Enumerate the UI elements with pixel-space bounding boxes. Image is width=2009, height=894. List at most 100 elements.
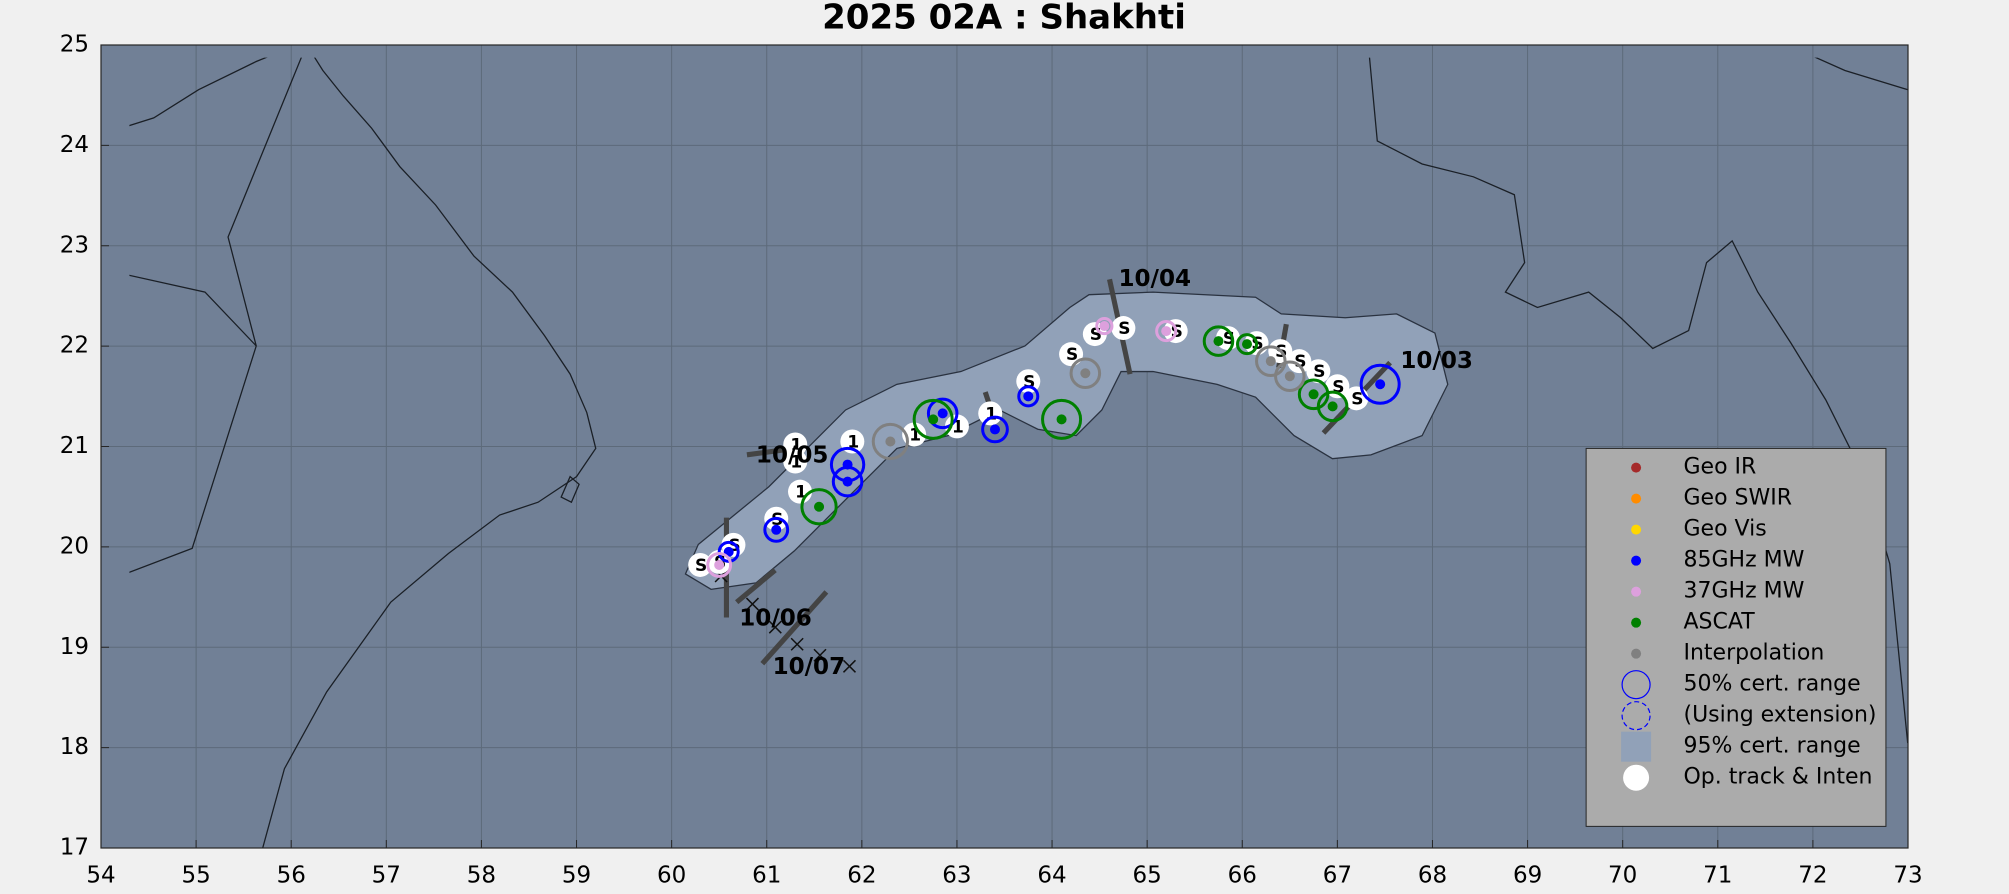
legend-marker [1631,555,1642,566]
x-tick-label: 72 [1798,863,1827,889]
x-tick-label: 73 [1893,863,1922,889]
legend-marker [1621,701,1651,731]
fix-point [1242,339,1253,350]
fix-point [771,524,782,535]
track-point [783,432,808,457]
legend: Geo IR Geo SWIR Geo Vis 85GHz MW 37GHz MW ASC… [1585,447,1887,827]
fix-point [1080,368,1091,379]
fix-point [928,414,939,425]
coast [1368,57,1909,744]
x-tick-label: 61 [752,863,781,889]
cert-ring [1202,325,1235,357]
fix-point [814,501,825,512]
intensity-label: S [1294,352,1306,372]
fix-point [1023,391,1034,402]
cert-ring [1255,345,1287,377]
legend-marker [1631,493,1642,504]
y-tick-label: 21 [60,433,89,459]
intensity-label: 1 [790,453,802,473]
legend-marker [1621,670,1651,700]
x-tick-label: 69 [1513,863,1542,889]
y-tick-label: 19 [60,634,89,660]
legend-marker [1631,648,1642,659]
cert-ring [800,488,838,526]
track-cross [842,659,857,673]
x-tick-label: 65 [1133,863,1162,889]
legend-box [1585,447,1887,827]
x-tick-label: 67 [1323,863,1352,889]
cert-ring [912,398,954,440]
track-cross [790,637,804,651]
track-point [1287,349,1312,374]
cert-ring [1274,360,1306,393]
x-tick-label: 68 [1418,863,1447,889]
date-label: 10/07 [773,654,846,680]
x-tick-label: 71 [1703,863,1732,889]
date-label: 10/06 [739,605,812,631]
legend-marker [1621,731,1652,762]
day-mark [760,590,829,666]
date-label: 10/05 [756,443,829,469]
cert-ring [1359,363,1401,405]
y-tick-label: 24 [60,132,89,158]
intensity-label: 1 [985,404,997,424]
y-tick-label: 22 [60,333,89,359]
fix-point [714,559,725,570]
track-point [978,401,1003,426]
x-tick-label: 59 [562,863,591,889]
legend-label: Geo SWIR [1683,486,1792,511]
x-tick-label: 55 [181,863,210,889]
legend-label: Geo Vis [1683,517,1766,542]
fix-point [989,424,1000,435]
legend-marker [1631,617,1642,628]
cert-ring [831,465,864,498]
cert-ring [1095,316,1114,336]
intensity-label: S [1313,362,1325,382]
island [560,475,580,504]
cert-ring [706,552,733,578]
cert-ring [1069,357,1102,389]
cert-ring [1316,390,1349,423]
border [129,57,302,573]
track-cross [813,648,827,662]
intensity-label: 1 [909,425,921,445]
date-label: 10/04 [1118,266,1191,292]
cert-ring [763,516,790,543]
y-tick-label: 23 [60,232,89,258]
y-tick-label: 18 [60,734,89,760]
legend-label: Interpolation [1683,641,1824,666]
legend-marker [1631,524,1642,535]
y-tick-label: 17 [60,835,89,861]
x-tick-label: 58 [467,863,496,889]
cert-ring [871,422,909,461]
legend-marker [1623,764,1650,791]
intensity-label: S [695,556,707,576]
legend-label: (Using extension) [1683,703,1876,728]
fix-point [1375,379,1386,390]
track-point [1306,359,1331,384]
fix-point [1213,336,1224,347]
fix-point [1161,326,1172,337]
legend-label: 50% cert. range [1683,672,1860,697]
legend-label: 95% cert. range [1683,734,1860,759]
fix-point [1284,371,1295,382]
border [1814,57,1908,91]
marks: SSSSSSSSSSSS1111111SSSS [688,316,1401,673]
legend-label: ASCAT [1683,610,1755,635]
x-tick-label: 60 [657,863,686,889]
cert-ring [981,415,1009,444]
intensity-label: 1 [847,432,859,452]
x-tick-label: 54 [86,863,115,889]
x-tick-label: 57 [372,863,401,889]
x-tick-label: 56 [277,863,306,889]
track-cross [768,620,782,634]
intensity-label: 1 [795,483,807,503]
legend-label: Geo IR [1683,455,1756,480]
cert-ring [1017,385,1040,408]
intensity-label: 1 [790,435,802,455]
annotations: 10/03 10/04 10/05 10/06 10/07 [739,266,1473,680]
fix-point [1265,356,1276,367]
legend-label: Op. track & Inten [1683,765,1872,790]
cert-ring [926,397,959,430]
